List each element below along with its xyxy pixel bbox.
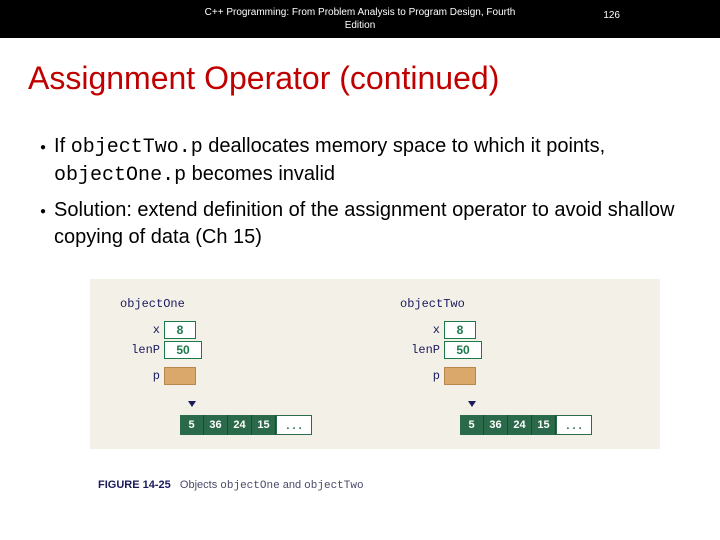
caption-text: Objects xyxy=(180,479,220,491)
field-value: 50 xyxy=(164,341,202,359)
bullet-dot-icon: ● xyxy=(40,141,46,155)
pointer-box xyxy=(444,367,476,385)
array-cell: 24 xyxy=(228,415,252,435)
array-right: 5 36 24 15 . . . xyxy=(460,415,592,435)
object-one-block: objectOne x 8 lenP 50 p xyxy=(120,297,202,387)
object-two-block: objectTwo x 8 lenP 50 p xyxy=(400,297,482,387)
array-cell: 5 xyxy=(180,415,204,435)
field-value: 8 xyxy=(444,321,476,339)
array-left: 5 36 24 15 . . . xyxy=(180,415,312,435)
pointer-box xyxy=(164,367,196,385)
pointer-arrow-icon xyxy=(188,401,196,407)
book-title: C++ Programming: From Problem Analysis t… xyxy=(190,6,530,32)
object-title: objectTwo xyxy=(400,297,482,311)
bullet-code: objectTwo.p xyxy=(71,136,203,159)
array-cell: 36 xyxy=(204,415,228,435)
figure-label: FIGURE 14-25 xyxy=(98,479,171,491)
bullet-list: ● If objectTwo.p deallocates memory spac… xyxy=(40,133,680,251)
bullet-text: If objectTwo.p deallocates memory space … xyxy=(54,133,680,189)
field-row: x 8 xyxy=(120,321,202,339)
object-title: objectOne xyxy=(120,297,202,311)
field-label: p xyxy=(400,369,440,383)
field-label: p xyxy=(120,369,160,383)
caption-code: objectTwo xyxy=(304,480,363,492)
field-row: p xyxy=(400,367,482,385)
header-bar: C++ Programming: From Problem Analysis t… xyxy=(0,0,720,38)
bullet-item: ● If objectTwo.p deallocates memory spac… xyxy=(40,133,680,189)
array-cell: 15 xyxy=(252,415,276,435)
field-row: lenP 50 xyxy=(400,341,482,359)
field-value: 8 xyxy=(164,321,196,339)
array-cell: 36 xyxy=(484,415,508,435)
figure-panel: objectOne x 8 lenP 50 p objectTwo x 8 le… xyxy=(90,279,660,449)
caption-and: and xyxy=(280,479,304,491)
bullet-text-post: becomes invalid xyxy=(186,163,335,185)
array-ellipsis: . . . xyxy=(276,415,312,435)
field-row: lenP 50 xyxy=(120,341,202,359)
bullet-item: ● Solution: extend definition of the ass… xyxy=(40,197,680,251)
field-label: lenP xyxy=(120,343,160,357)
array-cell: 15 xyxy=(532,415,556,435)
field-label: lenP xyxy=(400,343,440,357)
field-row: x 8 xyxy=(400,321,482,339)
field-row: p xyxy=(120,367,202,385)
array-cell: 24 xyxy=(508,415,532,435)
caption-code: objectOne xyxy=(220,480,279,492)
bullet-text-pre: If xyxy=(54,135,71,157)
pointer-arrow-icon xyxy=(468,401,476,407)
array-cell: 5 xyxy=(460,415,484,435)
field-value: 50 xyxy=(444,341,482,359)
bullet-text-mid: deallocates memory space to which it poi… xyxy=(203,135,605,157)
field-label: x xyxy=(400,323,440,337)
figure-caption: FIGURE 14-25 Objects objectOne and objec… xyxy=(98,479,364,492)
bullet-text: Solution: extend definition of the assig… xyxy=(54,197,680,251)
array-ellipsis: . . . xyxy=(556,415,592,435)
field-label: x xyxy=(120,323,160,337)
bullet-text-pre: Solution: extend definition of the assig… xyxy=(54,199,674,248)
slide-title: Assignment Operator (continued) xyxy=(28,60,720,97)
page-number: 126 xyxy=(603,10,620,21)
bullet-dot-icon: ● xyxy=(40,205,46,219)
bullet-code: objectOne.p xyxy=(54,164,186,187)
